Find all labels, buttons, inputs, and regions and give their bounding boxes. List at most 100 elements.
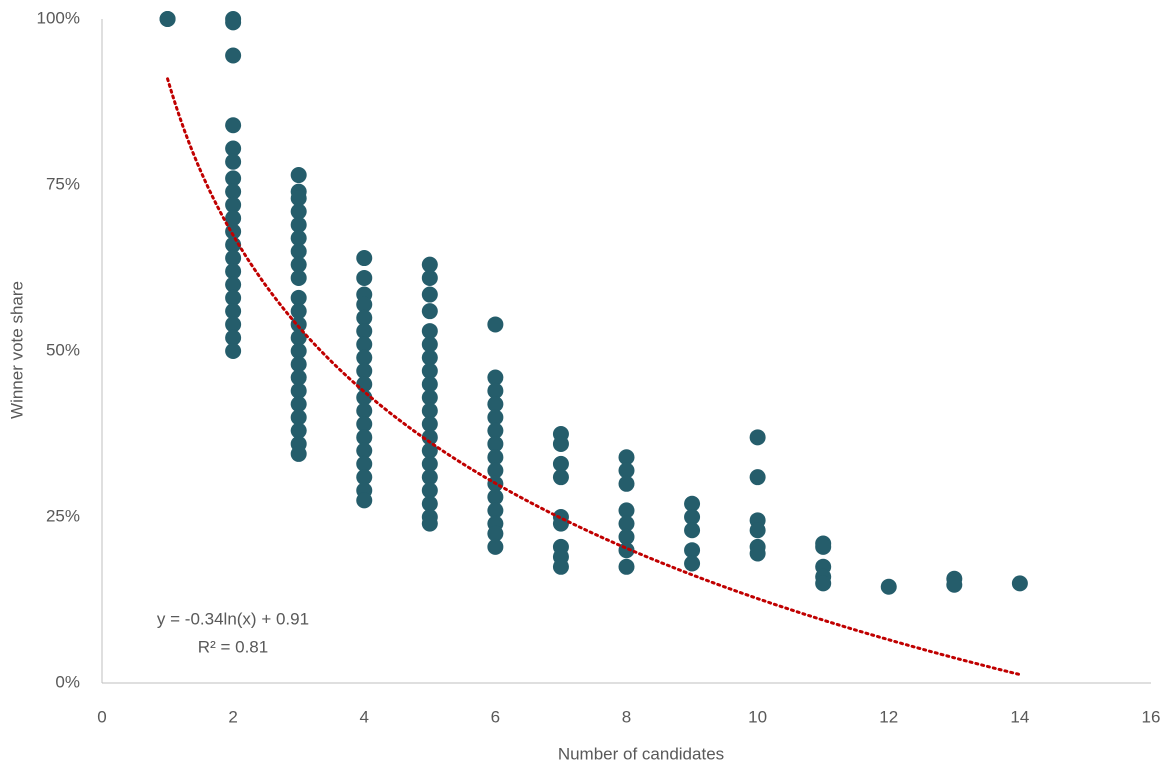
point bbox=[290, 422, 307, 439]
trend-equation: y = -0.34ln(x) + 0.91 bbox=[157, 609, 309, 628]
point bbox=[421, 286, 438, 303]
point bbox=[225, 303, 242, 320]
point bbox=[618, 449, 635, 466]
point bbox=[225, 250, 242, 267]
y-axis-title: Winner vote share bbox=[7, 281, 26, 419]
point bbox=[618, 542, 635, 559]
point bbox=[159, 11, 176, 27]
point bbox=[815, 575, 832, 592]
point bbox=[356, 455, 373, 472]
point bbox=[225, 343, 242, 359]
point bbox=[487, 502, 504, 519]
point bbox=[684, 555, 701, 572]
point bbox=[225, 117, 242, 134]
point bbox=[290, 203, 307, 220]
point bbox=[225, 263, 242, 280]
point bbox=[356, 269, 373, 286]
point bbox=[290, 167, 307, 184]
point bbox=[487, 489, 504, 506]
point bbox=[290, 396, 307, 413]
y-tick-label: 50% bbox=[46, 340, 80, 359]
x-tick-label: 0 bbox=[97, 707, 106, 726]
point bbox=[618, 558, 635, 575]
point bbox=[421, 482, 438, 499]
y-tick-label: 75% bbox=[46, 174, 80, 193]
point bbox=[552, 515, 569, 532]
point bbox=[290, 382, 307, 399]
point bbox=[290, 230, 307, 247]
point bbox=[225, 183, 242, 200]
point bbox=[356, 442, 373, 459]
point bbox=[618, 515, 635, 532]
point bbox=[225, 170, 242, 187]
point bbox=[290, 216, 307, 233]
trend-r-squared: R² = 0.81 bbox=[198, 637, 268, 656]
point bbox=[880, 578, 897, 595]
point bbox=[552, 455, 569, 472]
point bbox=[487, 422, 504, 439]
point bbox=[684, 522, 701, 539]
point bbox=[225, 153, 242, 170]
point bbox=[552, 469, 569, 486]
point bbox=[684, 509, 701, 525]
point bbox=[946, 576, 963, 593]
point bbox=[487, 462, 504, 479]
point bbox=[225, 316, 242, 333]
point bbox=[487, 316, 504, 333]
point bbox=[421, 256, 438, 273]
point bbox=[421, 349, 438, 366]
point bbox=[225, 47, 242, 64]
point bbox=[225, 329, 242, 346]
point bbox=[290, 445, 307, 462]
point bbox=[487, 538, 504, 555]
point bbox=[421, 362, 438, 379]
point bbox=[421, 269, 438, 286]
point bbox=[487, 409, 504, 426]
point bbox=[225, 140, 242, 157]
point bbox=[749, 522, 766, 539]
point bbox=[487, 435, 504, 452]
point bbox=[290, 256, 307, 273]
point bbox=[421, 469, 438, 486]
point bbox=[618, 462, 635, 479]
x-tick-label: 14 bbox=[1010, 707, 1029, 726]
point bbox=[225, 289, 242, 306]
point bbox=[552, 558, 569, 575]
point bbox=[618, 502, 635, 519]
point bbox=[225, 210, 242, 227]
point bbox=[749, 429, 766, 446]
point bbox=[421, 429, 438, 446]
point bbox=[487, 525, 504, 542]
y-tick-label: 100% bbox=[37, 8, 80, 27]
point bbox=[290, 343, 307, 359]
point bbox=[356, 309, 373, 326]
x-tick-label: 8 bbox=[622, 707, 631, 726]
point bbox=[356, 376, 373, 393]
x-tick-label: 4 bbox=[360, 707, 369, 726]
point bbox=[487, 449, 504, 466]
x-tick-label: 12 bbox=[879, 707, 898, 726]
point bbox=[421, 402, 438, 419]
point bbox=[290, 269, 307, 286]
point bbox=[815, 538, 832, 555]
x-axis-title: Number of candidates bbox=[558, 744, 724, 763]
point bbox=[356, 402, 373, 419]
point bbox=[421, 303, 438, 320]
point bbox=[356, 469, 373, 486]
x-tick-label: 2 bbox=[228, 707, 237, 726]
point bbox=[487, 369, 504, 386]
point bbox=[749, 545, 766, 562]
point bbox=[421, 389, 438, 406]
point bbox=[356, 336, 373, 353]
point bbox=[618, 475, 635, 492]
point bbox=[421, 515, 438, 532]
point bbox=[290, 303, 307, 320]
point bbox=[618, 528, 635, 545]
point bbox=[421, 323, 438, 340]
point bbox=[552, 435, 569, 452]
x-tick-label: 16 bbox=[1142, 707, 1161, 726]
point bbox=[225, 276, 242, 293]
point bbox=[356, 296, 373, 313]
point bbox=[421, 376, 438, 393]
